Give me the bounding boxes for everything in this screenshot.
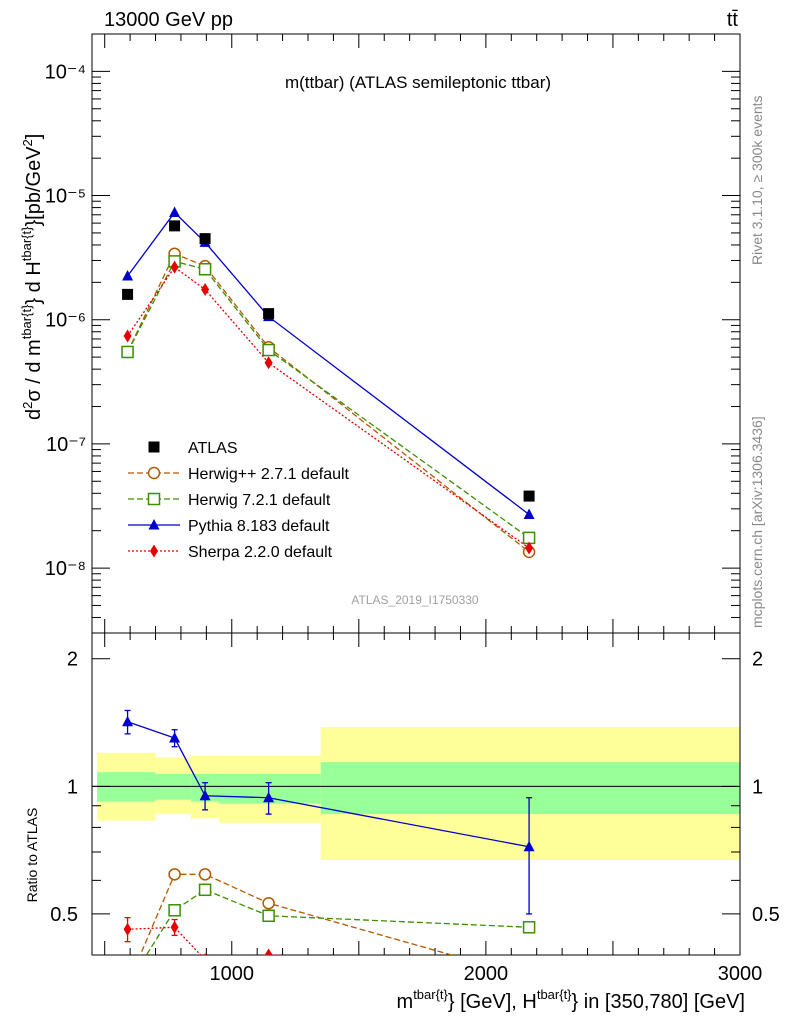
- y-tick-label: 10⁻⁵: [45, 186, 86, 208]
- herwig-ratio-point: [168, 904, 181, 917]
- main-plot-panel: 10⁻⁴ 10⁻⁵ 10⁻⁶ 10⁻⁷ 10⁻⁸: [45, 33, 741, 634]
- atlas-data-point: [263, 308, 275, 320]
- plot-title: m(ttbar) (ATLAS semileptonic ttbar): [285, 73, 551, 92]
- herwigpp-line: [126, 252, 530, 553]
- sherpa-ratio-point: [264, 948, 273, 955]
- x-tick-label: 3000: [718, 963, 763, 985]
- herwig-line: [126, 260, 530, 539]
- atlas-data-point: [169, 220, 181, 232]
- herwig-ratio-line: [145, 889, 530, 955]
- x-tick-label: 2000: [464, 963, 509, 985]
- sherpa-point: [525, 541, 534, 555]
- herwigpp-ratio-point: [168, 868, 181, 881]
- legend: ATLAS Herwig++ 2.7.1 default Herwig 7.2.1 …: [128, 440, 350, 561]
- sherpa-point: [264, 356, 273, 370]
- ratio-y-tick-label: 0.5: [50, 904, 78, 926]
- process-label: tt̄: [727, 9, 739, 31]
- main-series-group: [121, 206, 536, 559]
- stat-uncertainty-band: [320, 762, 740, 815]
- atlas-data-point: [122, 288, 134, 300]
- atlas-data-point: [523, 490, 535, 502]
- ratio-frame: [91, 632, 741, 956]
- herwig-point: [121, 345, 134, 359]
- herwig-point: [262, 343, 275, 357]
- ratio-plot-panel: 1000 2000 3000 2 2 1 1 0.5 0.5: [50, 632, 780, 990]
- legend-marker: [148, 441, 160, 453]
- legend-label: Pythia 8.183 default: [188, 518, 330, 535]
- herwigpp-ratio-line: [139, 873, 454, 955]
- y-tick-label: 10⁻⁶: [45, 310, 86, 332]
- herwigpp-ratio-point: [198, 868, 212, 881]
- legend-marker: [150, 544, 158, 558]
- pythia-ratio-point: [169, 732, 181, 743]
- ratio-y-tick-label-right: 0.5: [752, 904, 780, 926]
- ratio-series-group: [122, 709, 536, 990]
- sherpa-point: [123, 329, 132, 343]
- legend-label: Sherpa 2.2.0 default: [188, 544, 333, 561]
- x-tick-label: 1000: [210, 963, 255, 985]
- legend-marker: [147, 466, 161, 480]
- pythia-point: [523, 508, 535, 520]
- sherpa-ratio-point: [170, 920, 179, 934]
- ratio-y-tick-label-right: 2: [752, 649, 763, 671]
- y-tick-label: 10⁻⁷: [46, 434, 86, 456]
- sherpa-ratio-point: [203, 953, 207, 955]
- atlas-data-point: [199, 233, 211, 245]
- pythia-point: [169, 206, 181, 218]
- pythia-ratio-point: [263, 791, 275, 803]
- legend-marker: [147, 492, 161, 506]
- sherpa-point: [201, 283, 210, 297]
- herwig-ratio-point: [122, 979, 133, 990]
- x-axis-title: mtbar{t}} [GeV], Htbar{t}} in [350,780] …: [397, 987, 745, 1013]
- sherpa-ratio-point: [123, 922, 132, 936]
- herwig-ratio-point: [522, 921, 536, 934]
- herwigpp-ratio-point: [524, 971, 535, 982]
- herwig-ratio-point: [262, 909, 275, 923]
- ratio-y-tick-label: 2: [67, 649, 78, 671]
- energy-label: 13000 GeV pp: [104, 9, 233, 31]
- y-axis-title: d2σ / d mtbar{t}} d Htbar{t}}[pb/GeV2]: [19, 134, 45, 420]
- ratio-y-tick-label-right: 1: [752, 776, 763, 798]
- sherpa-ratio-line: [127, 926, 287, 955]
- sherpa-ratio-point: [525, 958, 533, 971]
- y-tick-label: 10⁻⁴: [45, 61, 86, 83]
- pythia-ratio-point: [199, 789, 211, 801]
- herwig-ratio-point: [198, 883, 212, 897]
- pythia-ratio-point: [523, 840, 535, 852]
- legend-label: Herwig++ 2.7.1 default: [188, 466, 350, 483]
- sherpa-point: [170, 260, 179, 274]
- y-tick-label: 10⁻⁸: [45, 558, 86, 580]
- stat-uncertainty-band: [97, 772, 156, 802]
- analysis-id: ATLAS_2019_I1750330: [351, 593, 479, 607]
- rivet-version-label: Rivet 3.1.10, ≥ 300k events: [749, 95, 765, 265]
- legend-marker: [148, 519, 160, 530]
- pythia-ratio-point: [122, 715, 134, 727]
- legend-label: Herwig 7.2.1 default: [188, 492, 331, 509]
- herwigpp-ratio-point: [122, 979, 133, 990]
- herwigpp-ratio-point: [262, 896, 275, 910]
- pythia-point: [122, 269, 134, 281]
- mcplots-label: mcplots.cern.ch [arXiv:1306.3436]: [749, 416, 765, 628]
- ratio-y-tick-label: 1: [67, 776, 78, 798]
- legend-label: ATLAS: [188, 440, 238, 457]
- ratio-axis-title: Ratio to ATLAS: [24, 808, 40, 903]
- herwig-point: [198, 262, 212, 276]
